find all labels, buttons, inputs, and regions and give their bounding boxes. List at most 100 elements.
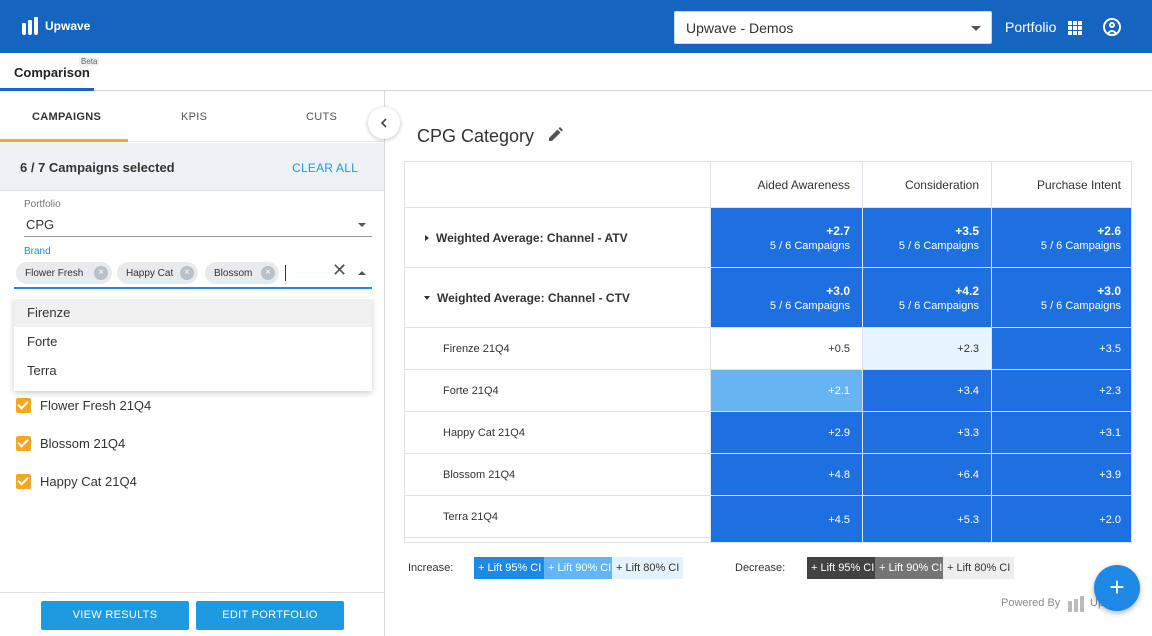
clear-icon[interactable]: ✕ bbox=[332, 260, 348, 280]
legend-decrease-95: + Lift 95% CI bbox=[807, 557, 879, 579]
upwave-logo[interactable]: Upwave bbox=[22, 17, 90, 35]
collapse-panel-button[interactable] bbox=[368, 107, 400, 139]
legend-decrease-90: + Lift 90% CI bbox=[875, 557, 947, 579]
cell-subtext: 5 / 6 Campaigns bbox=[898, 299, 979, 312]
chip-label: Blossom bbox=[214, 267, 253, 279]
cell-value: +3.0 bbox=[826, 283, 850, 298]
brand-label: Brand bbox=[24, 246, 51, 257]
table-cell: +2.3 bbox=[862, 328, 991, 370]
campaign-checkbox-item[interactable]: Happy Cat 21Q4 bbox=[16, 474, 137, 489]
cell-subtext: 5 / 6 Campaigns bbox=[1040, 299, 1121, 312]
campaign-label: Blossom 21Q4 bbox=[40, 436, 126, 451]
logo-text: Upwave bbox=[45, 19, 91, 33]
dropdown-option[interactable]: Terra bbox=[27, 363, 57, 378]
page-title: CPG Category bbox=[417, 126, 535, 146]
table-cell: +2.3 bbox=[991, 370, 1131, 412]
table-cell: +0.5 bbox=[710, 328, 862, 370]
dropdown-option[interactable]: Forte bbox=[27, 334, 58, 349]
chip-remove-icon[interactable]: × bbox=[94, 266, 108, 280]
cell-value: +2.6 bbox=[1097, 223, 1121, 238]
selection-summary: 6 / 7 Campaigns selected CLEAR ALL bbox=[0, 143, 384, 191]
chip-remove-icon[interactable]: × bbox=[180, 266, 194, 280]
brand-chip: Flower Fresh × bbox=[16, 262, 112, 284]
table-cell: +2.0 bbox=[991, 496, 1131, 542]
chip-label: Happy Cat bbox=[126, 267, 174, 279]
table-cell: +3.0 5 / 6 Campaigns bbox=[991, 268, 1131, 328]
chip-remove-icon[interactable]: × bbox=[261, 266, 275, 280]
checkbox-checked-icon[interactable] bbox=[16, 474, 31, 489]
column-header[interactable]: Aided Awareness bbox=[710, 162, 862, 208]
tab-comparison[interactable]: Comparison bbox=[14, 65, 90, 80]
brand-chip: Blossom × bbox=[205, 262, 279, 284]
cell-subtext: 5 / 6 Campaigns bbox=[898, 239, 979, 252]
table-cell: +4.2 5 / 6 Campaigns bbox=[862, 268, 991, 328]
caret-up-icon[interactable] bbox=[358, 271, 366, 275]
table-cell: +2.9 bbox=[710, 412, 862, 454]
portfolio-select[interactable]: CPG bbox=[24, 213, 372, 237]
user-account-icon[interactable] bbox=[1103, 18, 1121, 36]
table-cell: +3.0 5 / 6 Campaigns bbox=[710, 268, 862, 328]
campaign-checkbox-item[interactable]: Blossom 21Q4 bbox=[16, 436, 125, 451]
top-bar: Upwave Upwave - Demos Portfolio bbox=[0, 0, 1152, 53]
cell-value: +3.5 bbox=[955, 223, 979, 238]
table-cell: +6.4 bbox=[862, 454, 991, 496]
tab-cuts[interactable]: Cuts bbox=[306, 111, 338, 123]
sub-navigation: Comparison Beta bbox=[0, 53, 1152, 91]
text-cursor bbox=[285, 265, 286, 281]
cell-value: +4.2 bbox=[955, 283, 979, 298]
group-row-atv[interactable]: Weighted Average: Channel - ATV bbox=[405, 208, 710, 268]
add-floating-button[interactable]: + bbox=[1094, 565, 1140, 611]
expand-arrow-icon[interactable] bbox=[425, 234, 429, 241]
collapse-arrow-icon[interactable] bbox=[424, 295, 430, 300]
table-cell: +3.4 bbox=[862, 370, 991, 412]
table-cell: +2.6 5 / 6 Campaigns bbox=[991, 208, 1131, 268]
powered-by-text: Powered By bbox=[1001, 597, 1061, 609]
campaign-label: Happy Cat 21Q4 bbox=[40, 474, 137, 489]
legend-increase-90: + Lift 90% CI bbox=[544, 557, 616, 579]
tab-campaigns[interactable]: Campaigns bbox=[32, 111, 102, 123]
caret-down-icon bbox=[358, 223, 366, 227]
cell-subtext: 5 / 6 Campaigns bbox=[769, 239, 850, 252]
column-header[interactable]: Consideration bbox=[862, 162, 991, 208]
checkbox-checked-icon[interactable] bbox=[16, 436, 31, 451]
edit-pencil-icon[interactable] bbox=[547, 127, 563, 143]
table-cell: +4.5 bbox=[710, 496, 862, 542]
filter-panel: Campaigns KPIs Cuts 6 / 7 Campaigns sele… bbox=[0, 91, 385, 636]
caret-down-icon bbox=[971, 26, 981, 31]
dropdown-option[interactable]: Firenze bbox=[14, 299, 372, 327]
column-header[interactable]: Purchase Intent bbox=[991, 162, 1131, 208]
cell-value: +3.0 bbox=[1097, 283, 1121, 298]
account-select[interactable]: Upwave - Demos bbox=[674, 11, 992, 44]
legend-increase-80: + Lift 80% CI bbox=[612, 557, 684, 579]
group-row-ctv[interactable]: Weighted Average: Channel - CTV bbox=[405, 268, 710, 328]
account-select-value: Upwave - Demos bbox=[686, 19, 794, 36]
table-cell: +2.7 5 / 6 Campaigns bbox=[710, 208, 862, 268]
brand-autocomplete[interactable]: Flower Fresh × Happy Cat × Blossom × ✕ bbox=[14, 258, 372, 289]
apps-grid-icon[interactable] bbox=[1068, 21, 1082, 35]
campaign-checkbox-item[interactable]: Flower Fresh 21Q4 bbox=[16, 398, 151, 413]
table-cell: +3.5 bbox=[991, 328, 1131, 370]
table-cell: +4.8 bbox=[710, 454, 862, 496]
selected-count: 6 / 7 Campaigns selected bbox=[20, 160, 175, 175]
table-cell: +3.5 5 / 6 Campaigns bbox=[862, 208, 991, 268]
checkbox-checked-icon[interactable] bbox=[16, 398, 31, 413]
portfolio-link[interactable]: Portfolio bbox=[1005, 19, 1057, 35]
brand-chip: Happy Cat × bbox=[117, 262, 198, 284]
table-cell: +2.1 bbox=[710, 370, 862, 412]
view-results-button[interactable]: VIEW RESULTS bbox=[41, 601, 189, 630]
table-cell: +3.9 bbox=[991, 454, 1131, 496]
beta-badge: Beta bbox=[79, 57, 100, 66]
upwave-logo-icon bbox=[1068, 596, 1084, 612]
tab-kpis[interactable]: KPIs bbox=[181, 111, 208, 123]
brand-dropdown-menu: Firenze Forte Terra bbox=[14, 298, 372, 391]
edit-portfolio-button[interactable]: EDIT PORTFOLIO bbox=[196, 601, 344, 630]
cell-subtext: 5 / 6 Campaigns bbox=[1040, 239, 1121, 252]
active-tab-indicator bbox=[0, 88, 94, 91]
clear-all-button[interactable]: CLEAR ALL bbox=[292, 161, 358, 175]
table-row-label: Terra 21Q4 bbox=[405, 496, 710, 538]
table-row-label: Blossom 21Q4 bbox=[405, 454, 710, 496]
group-label: Weighted Average: Channel - CTV bbox=[437, 290, 630, 305]
upwave-logo-icon bbox=[22, 17, 38, 35]
portfolio-label: Portfolio bbox=[24, 199, 61, 210]
table-cell: +3.3 bbox=[862, 412, 991, 454]
